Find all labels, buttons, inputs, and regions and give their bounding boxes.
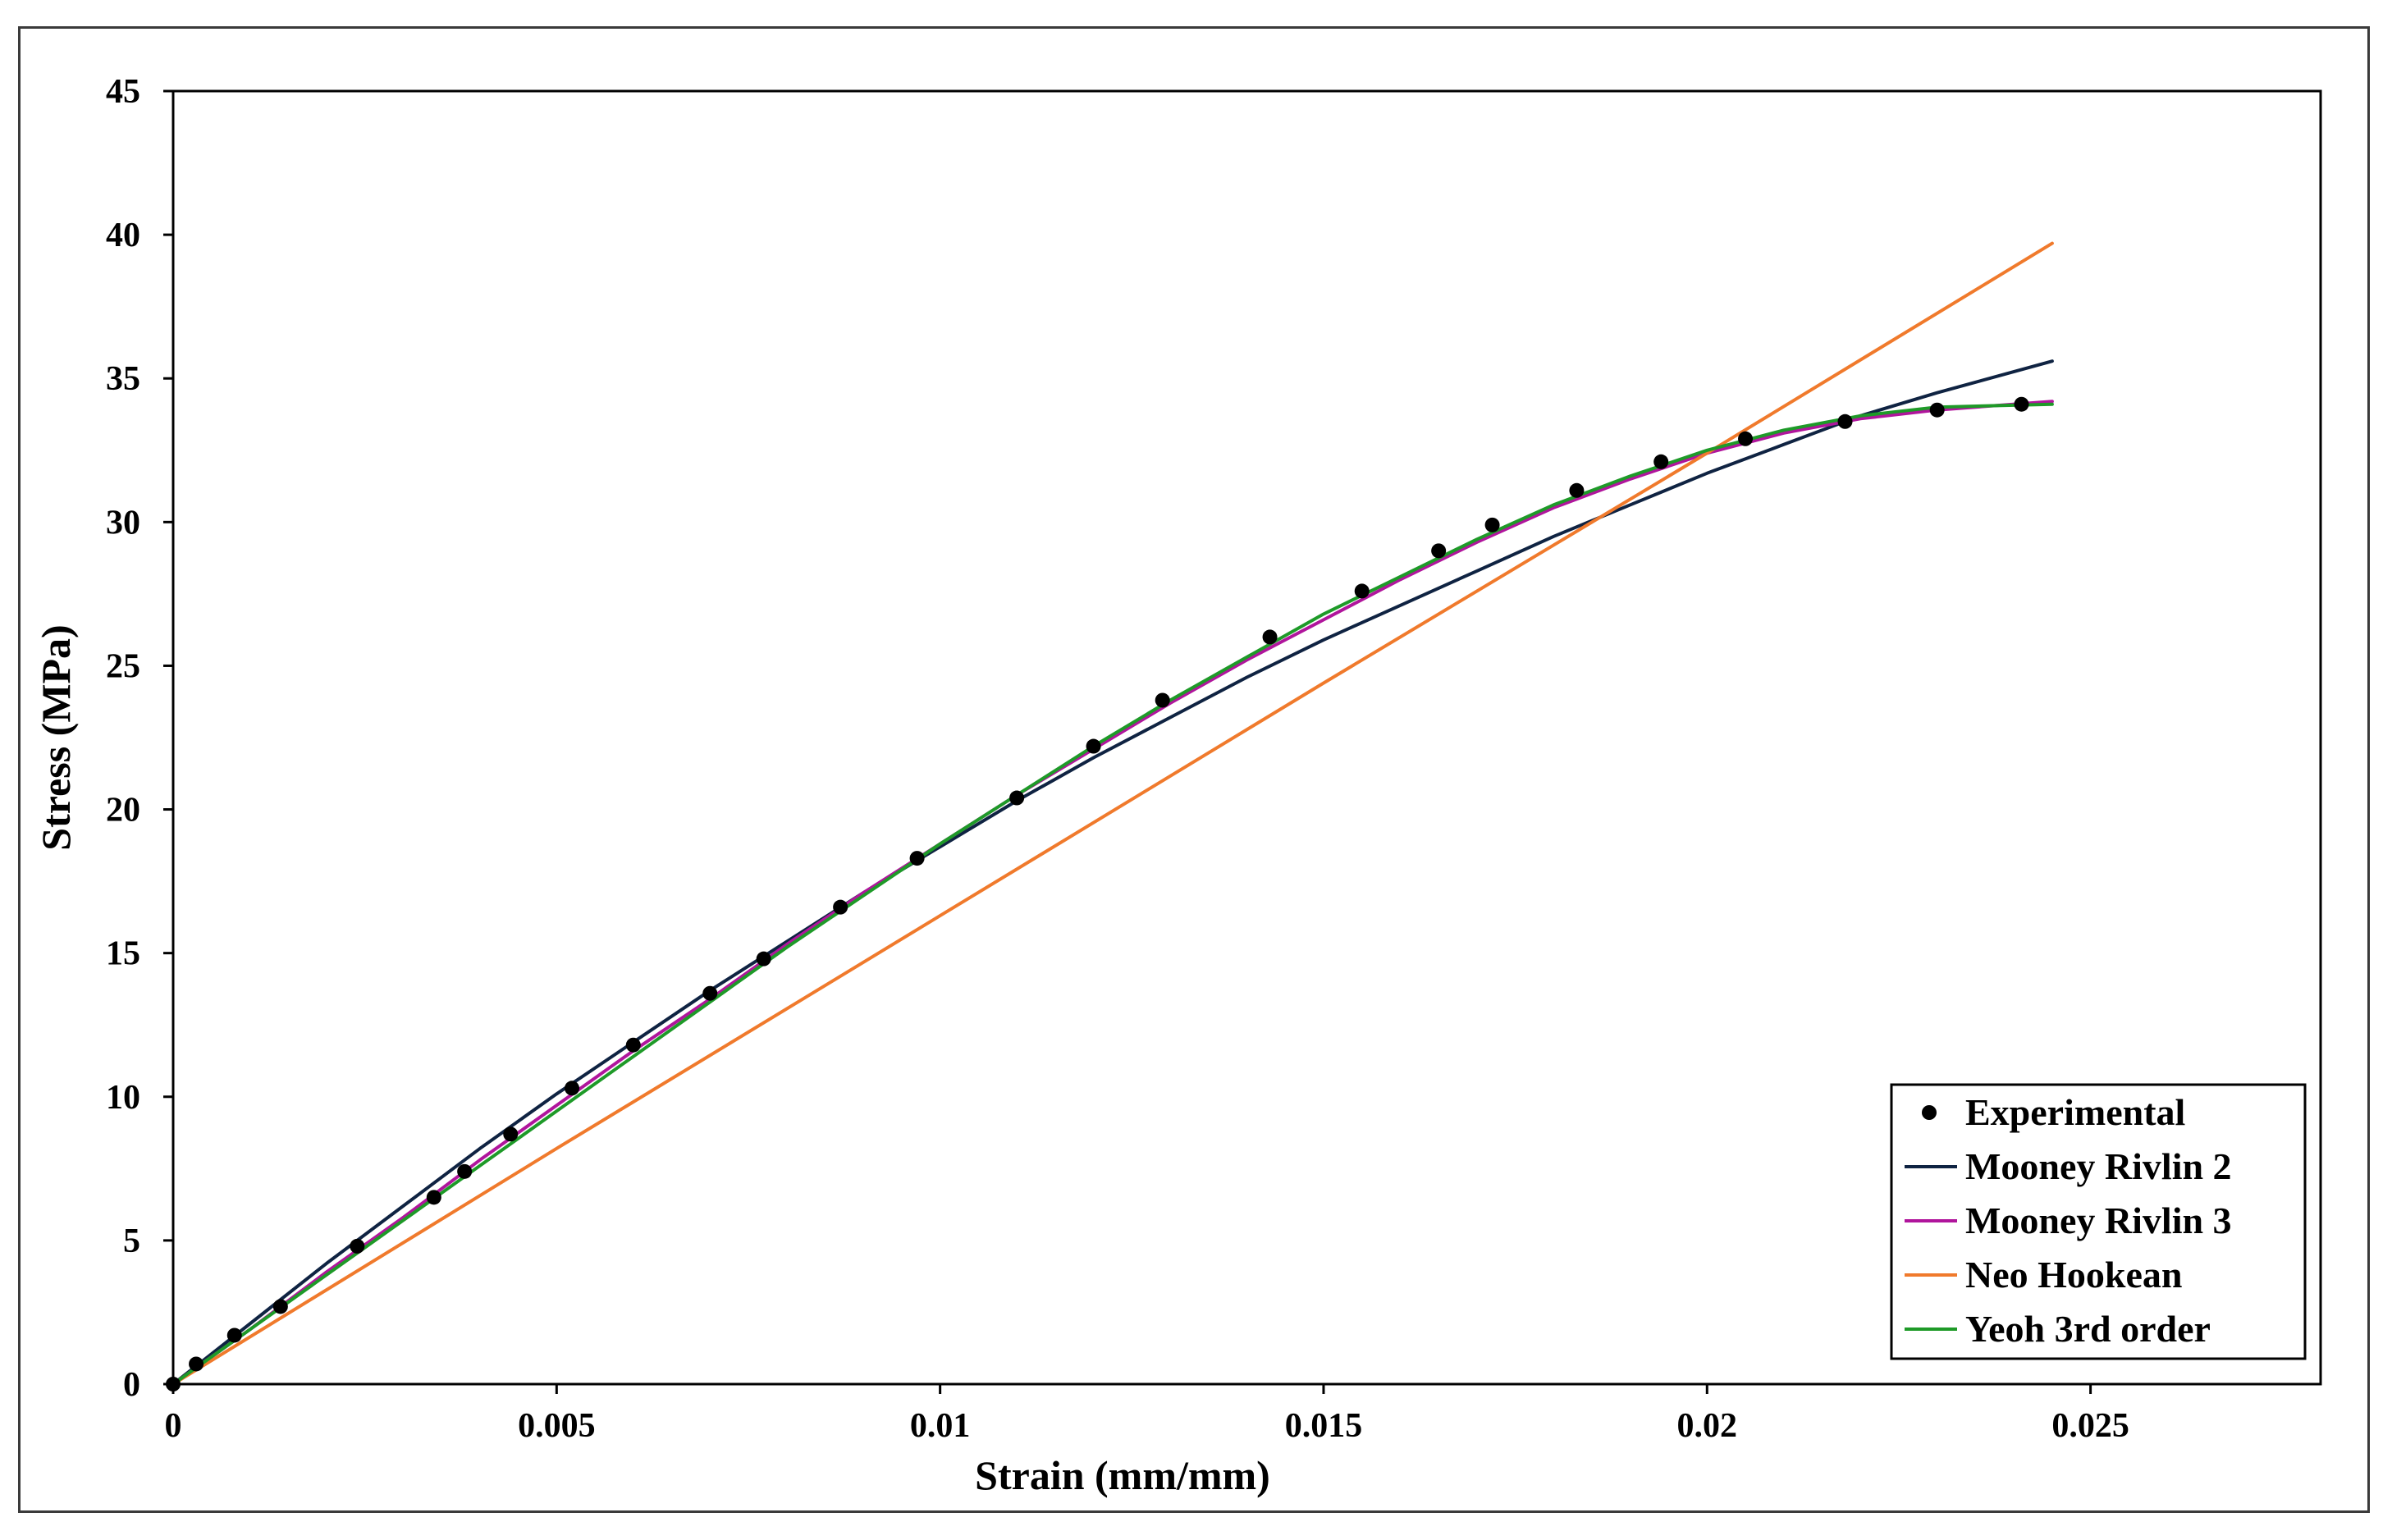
y-tick-label: 10 [106,1079,140,1117]
x-tick-label: 0.025 [2051,1407,2129,1445]
data-point-experimental [457,1163,473,1179]
legend-entries: Experimental Mooney Rivlin 2 Mooney Rivlin… [1905,1091,2232,1350]
experimental-points [166,396,2029,1391]
data-point-experimental [756,951,771,966]
data-point-experimental [1569,482,1585,498]
legend-marker-experimental [1922,1105,1937,1120]
data-point-experimental [909,851,925,866]
y-tick-label: 0 [123,1366,140,1404]
data-point-experimental [2014,396,2029,412]
data-point-experimental [1484,517,1500,532]
data-point-experimental [833,899,848,915]
series-line-mooney-rivlin-2 [172,359,2054,1386]
data-point-experimental [1653,454,1669,469]
data-point-experimental [426,1190,441,1205]
stress-strain-chart: 0 5 10 15 20 25 30 35 40 45 0 0.005 0.01 0.015 0.02 0.… [33,73,2322,1498]
y-tick-label: 5 [123,1222,140,1260]
legend-label-mooney-rivlin-2: Mooney Rivlin 2 [1965,1145,2232,1187]
data-point-experimental [1155,692,1170,708]
data-point-experimental [1009,790,1025,806]
legend-label-yeoh-3rd-order: Yeoh 3rd order [1965,1308,2211,1350]
y-tick-label: 20 [106,792,140,829]
data-point-experimental [189,1356,204,1372]
x-tick-label: 0 [165,1407,182,1445]
data-point-experimental [166,1377,181,1391]
y-axis-title: Stress (MPa) [33,624,79,850]
data-point-experimental [1837,414,1853,429]
x-tick-label: 0.015 [1285,1407,1363,1445]
data-point-experimental [702,985,718,1001]
data-point-experimental [503,1126,519,1142]
x-tick-label: 0.02 [1677,1407,1738,1445]
x-axis-title: Strain (mm/mm) [975,1452,1270,1498]
y-tick-label: 35 [106,360,140,398]
y-axis-ticks: 0 5 10 15 20 25 30 35 40 45 [106,73,173,1404]
data-point-experimental [1086,738,1101,754]
legend: Experimental Mooney Rivlin 2 Mooney Rivlin… [1890,1083,2307,1360]
data-point-experimental [226,1328,242,1343]
x-axis-ticks: 0 0.005 0.01 0.015 0.02 0.025 [165,1384,2129,1445]
data-point-experimental [1929,402,1945,418]
data-point-experimental [1738,431,1754,446]
x-tick-label: 0.005 [518,1407,596,1445]
x-tick-label: 0.01 [910,1407,971,1445]
data-point-experimental [1431,543,1447,559]
y-tick-label: 25 [106,647,140,685]
y-tick-label: 45 [106,73,140,111]
y-tick-label: 15 [106,935,140,973]
legend-box [1890,1083,2307,1360]
legend-label-neo-hookean: Neo Hookean [1965,1254,2183,1296]
data-point-experimental [272,1299,288,1314]
data-point-experimental [1354,583,1370,599]
data-point-experimental [625,1037,641,1053]
data-point-experimental [1262,629,1278,645]
y-tick-label: 40 [106,217,140,254]
legend-label-experimental: Experimental [1965,1091,2185,1133]
data-point-experimental [565,1081,580,1096]
chart-frame: 0 5 10 15 20 25 30 35 40 45 0 0.005 0.01 0.015 0.02 0.… [18,26,2370,1513]
y-tick-label: 30 [106,504,140,542]
legend-label-mooney-rivlin-3: Mooney Rivlin 3 [1965,1200,2232,1241]
series-line-neo-hookean [172,241,2054,1386]
data-point-experimental [350,1238,365,1254]
